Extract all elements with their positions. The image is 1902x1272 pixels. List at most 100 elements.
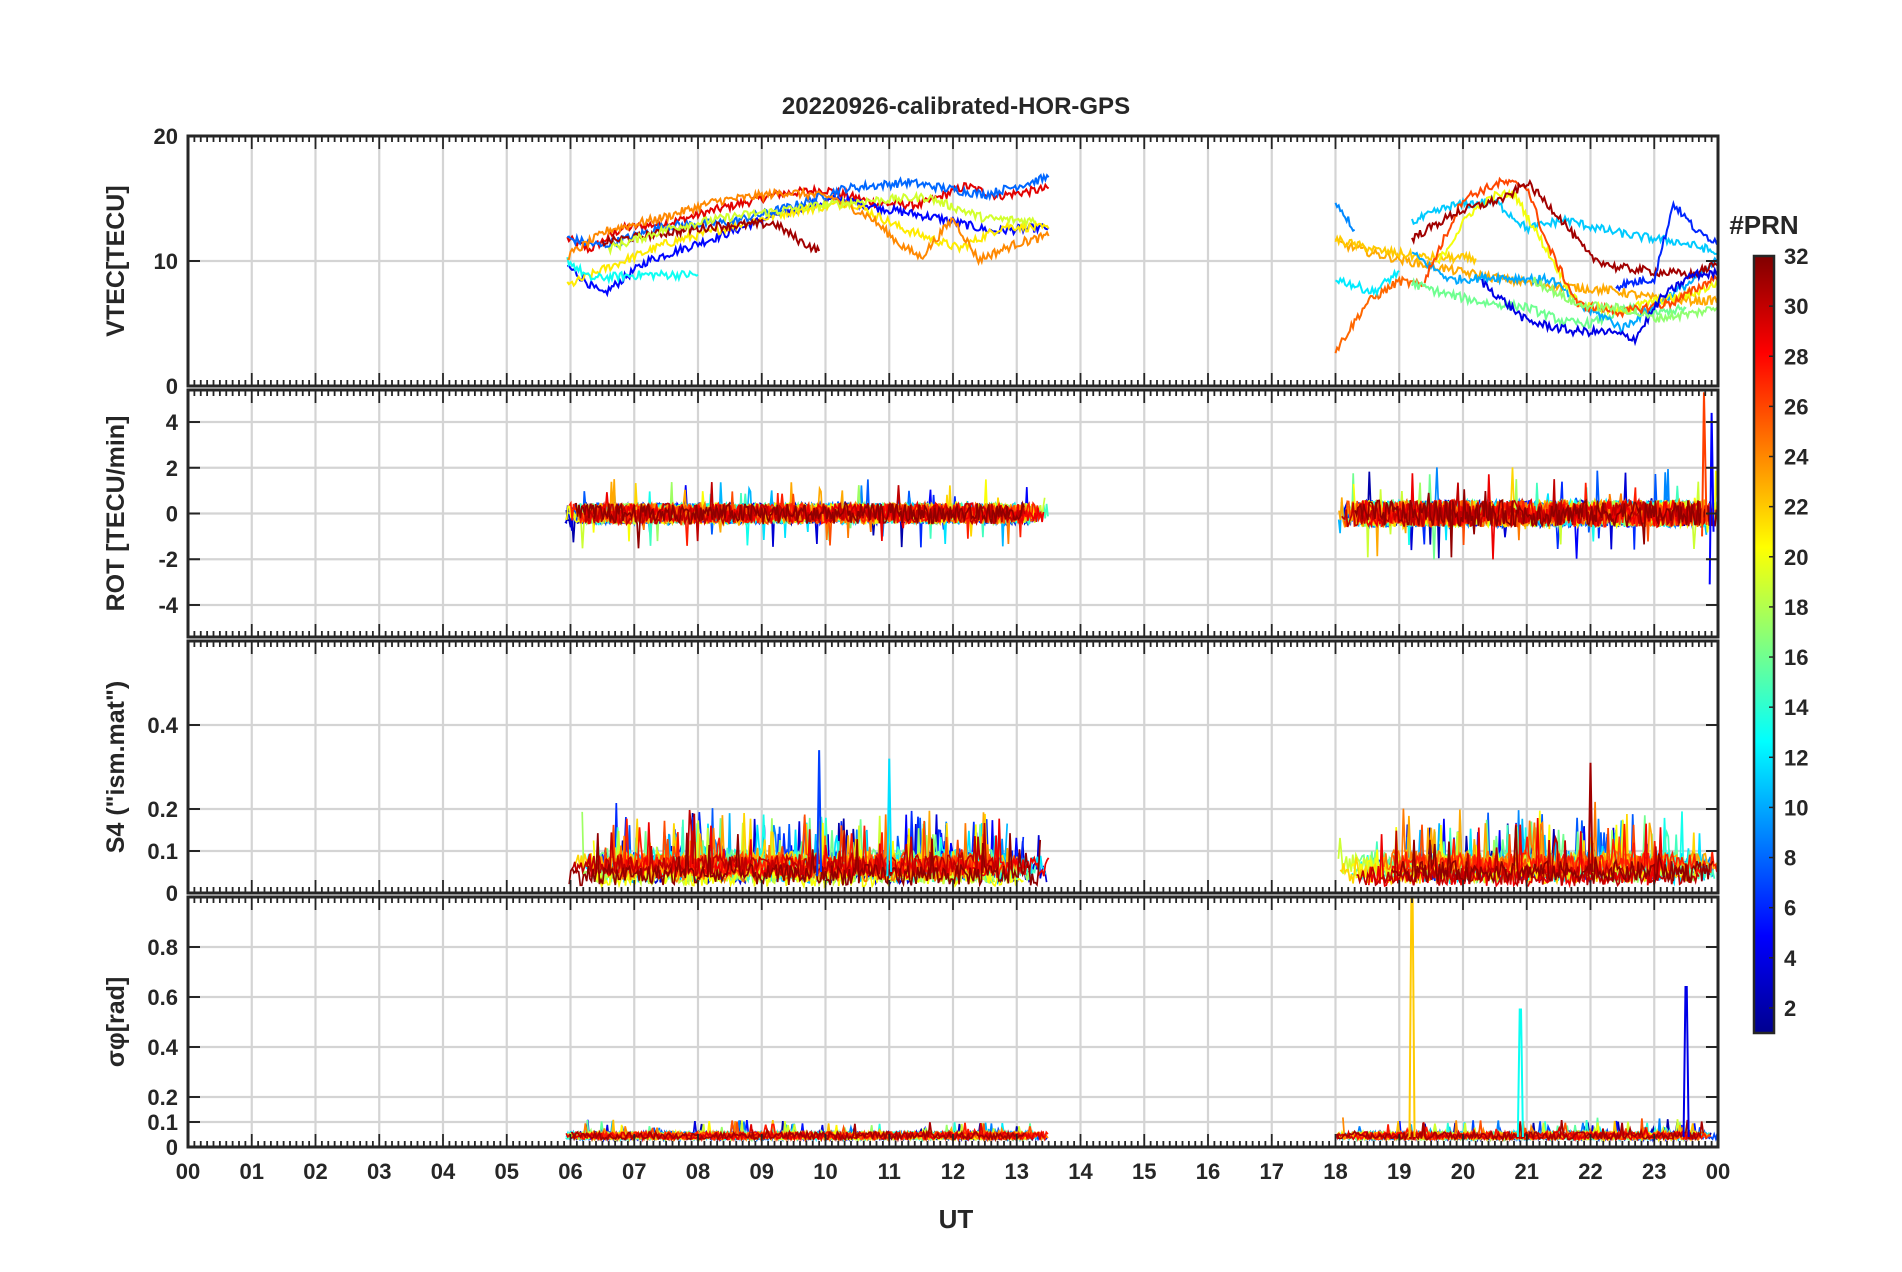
x-tick-label: 11 (878, 1159, 901, 1184)
x-tick-label: 10 (813, 1159, 837, 1184)
colorbar-title: #PRN (1729, 210, 1798, 240)
vtec-series (1334, 236, 1719, 308)
x-tick-label: 03 (367, 1159, 391, 1184)
y-tick-label: -4 (158, 593, 178, 618)
colorbar-tick-label: 10 (1784, 795, 1808, 820)
x-tick-label: 18 (1323, 1159, 1347, 1184)
vtec-series (1423, 176, 1719, 319)
x-axis-label: UT (939, 1204, 974, 1234)
colorbar-tick-label: 28 (1784, 344, 1808, 369)
vtec-series (1481, 266, 1719, 347)
y-tick-label: 0 (166, 881, 178, 906)
y-tick-label: 2 (166, 456, 178, 481)
x-tick-label: 16 (1196, 1159, 1220, 1184)
y-tick-label: 0.1 (147, 1110, 178, 1135)
x-tick-label: 17 (1260, 1159, 1284, 1184)
y-tick-label: 0.1 (147, 839, 178, 864)
y-tick-label: 0.6 (147, 985, 178, 1010)
vtec-series (1411, 251, 1719, 333)
colorbar-tick-label: 6 (1784, 896, 1796, 921)
colorbar-tick-label: 24 (1784, 445, 1809, 470)
s4-peak (886, 758, 893, 877)
y-tick-label: 0.2 (147, 797, 178, 822)
colorbar-tick-label: 22 (1784, 495, 1808, 520)
x-tick-label: 14 (1068, 1159, 1093, 1184)
series-group (565, 896, 1719, 1143)
y-tick-label: 0 (166, 1135, 178, 1160)
rot-series (574, 500, 1025, 549)
y-tick-label: 0 (166, 374, 178, 399)
vtec-series (1334, 234, 1477, 266)
y-tick-label: -2 (158, 547, 178, 572)
panel-s4: 0 0.1 0.2 0.4 S4 ("ism.mat") (102, 639, 1720, 906)
x-tick-label: 12 (941, 1159, 965, 1184)
s4-series (1391, 825, 1714, 885)
y-tick-label: 10 (154, 249, 178, 274)
vtec-series (566, 181, 1050, 255)
x-tick-label: 05 (495, 1159, 519, 1184)
y-axis-label: VTEC[TECU] (102, 185, 130, 336)
x-tick-label: 07 (622, 1159, 646, 1184)
x-tick-label: 23 (1642, 1159, 1666, 1184)
vtec-series (567, 186, 1050, 267)
colorbar-tick-label: 26 (1784, 394, 1808, 419)
y-tick-label: 0.4 (147, 713, 178, 738)
y-axis-label: S4 ("ism.mat") (102, 681, 130, 853)
y-axis-label: σφ[rad] (102, 977, 130, 1068)
x-tick-label: 01 (240, 1159, 264, 1184)
s4-peak (1587, 762, 1594, 877)
vtec-series (1615, 199, 1719, 292)
s4-series (572, 809, 1000, 878)
colorbar-tick-label: 4 (1784, 946, 1797, 971)
colorbar-tick-label: 32 (1784, 244, 1808, 269)
panel-vtec: 0 10 20 VTEC[TECU] (102, 124, 1720, 399)
s4-peak (816, 750, 823, 877)
x-tick-label: 04 (431, 1159, 456, 1184)
y-tick-label: 0.4 (147, 1035, 178, 1060)
colorbar-tick-label: 20 (1784, 545, 1808, 570)
sigma-series (570, 1122, 1025, 1143)
y-axis-label: ROT [TECU/min] (102, 416, 130, 612)
rot-spike (1701, 392, 1708, 537)
colorbar-tick-label: 30 (1784, 294, 1808, 319)
x-tick-label: 06 (558, 1159, 582, 1184)
colorbar-tick-label: 14 (1784, 695, 1809, 720)
vtec-series (1335, 268, 1400, 298)
colorbar-tick-label: 18 (1784, 595, 1808, 620)
x-tick-label: 09 (750, 1159, 774, 1184)
colorbar-tick-label: 16 (1784, 645, 1808, 670)
vtec-series (1532, 276, 1719, 324)
sigma-spike (1682, 986, 1690, 1138)
x-tick-label: 19 (1387, 1159, 1411, 1184)
sigma-spike (1516, 1008, 1524, 1138)
y-tick-label: 0 (166, 502, 178, 527)
panel-sigma-phi: 00.10.2 0.4 0.6 0.8 σφ[rad] 00 01 02 03 04 05 06 07 0… (102, 895, 1730, 1184)
vtec-series (607, 190, 1037, 256)
y-tick-label: 20 (154, 124, 178, 149)
y-tick-label: 4 (166, 410, 179, 435)
s4-series (568, 832, 1042, 888)
vtec-series (1334, 202, 1356, 233)
x-tick-label: 00 (1706, 1159, 1730, 1184)
series-group (564, 392, 1719, 585)
vtec-series (566, 196, 1050, 288)
x-tick-label: 02 (303, 1159, 327, 1184)
colorbar-tick-label: 2 (1784, 996, 1796, 1021)
vtec-series (1334, 275, 1426, 354)
panel-rot: -4 -2 0 2 4 ROT [TECU/min] (102, 388, 1720, 639)
x-tick-label: 20 (1451, 1159, 1475, 1184)
y-tick-label: 0.2 (147, 1085, 178, 1110)
x-tick-label: 13 (1005, 1159, 1029, 1184)
x-tick-label: 00 (176, 1159, 200, 1184)
colorbar-tick-label: 8 (1784, 846, 1796, 871)
vtec-series (1411, 178, 1719, 280)
figure-title: 20220926-calibrated-HOR-GPS (782, 93, 1130, 120)
x-tick-label: 08 (686, 1159, 710, 1184)
x-tick-label: 15 (1132, 1159, 1156, 1184)
series-group (568, 750, 1718, 890)
series-group (566, 172, 1719, 354)
vtec-series (566, 256, 699, 285)
sigma-series (1336, 1119, 1705, 1143)
